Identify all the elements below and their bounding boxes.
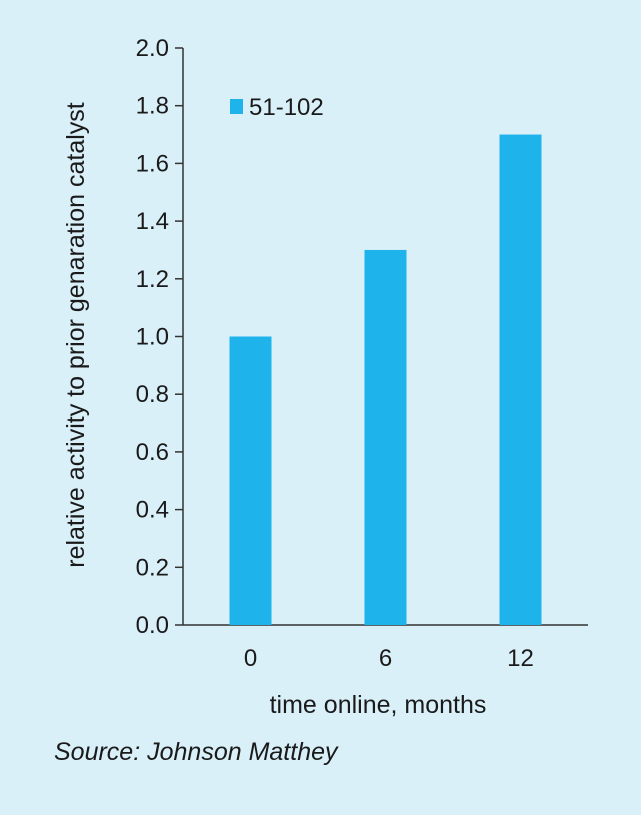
source-note: Source: Johnson Matthey — [54, 738, 338, 766]
y-tick-label: 0.8 — [136, 381, 169, 408]
y-tick-label: 1.4 — [136, 208, 169, 235]
x-axis-label: time online, months — [270, 691, 487, 719]
x-tick-label: 0 — [244, 645, 257, 672]
bar — [364, 249, 407, 625]
y-tick-label: 0.2 — [136, 554, 169, 581]
y-tick-label: 0.4 — [136, 497, 169, 524]
y-tick-label: 1.0 — [136, 324, 169, 351]
y-axis-label: relative activity to prior genaration ca… — [62, 102, 90, 568]
legend: 51-102 — [230, 94, 324, 121]
bar — [229, 336, 272, 625]
y-tick-label: 0.0 — [136, 612, 169, 639]
x-ticks: 0 6 12 — [244, 645, 534, 672]
legend-swatch — [230, 99, 243, 114]
y-tick-label: 2.0 — [136, 35, 169, 62]
bar — [499, 134, 542, 626]
y-tick-label: 1.2 — [136, 266, 169, 293]
y-tick-label: 1.8 — [136, 93, 169, 120]
legend-label: 51-102 — [249, 94, 324, 121]
x-tick-label: 6 — [379, 645, 392, 672]
y-tick-label: 1.6 — [136, 150, 169, 177]
bars — [229, 134, 542, 626]
x-tick-label: 12 — [507, 645, 534, 672]
y-tick-label: 0.6 — [136, 439, 169, 466]
y-ticks: 0.0 0.2 0.4 0.6 0.8 1.0 1.2 1.4 1.6 1.8 2.0 — [136, 35, 183, 639]
